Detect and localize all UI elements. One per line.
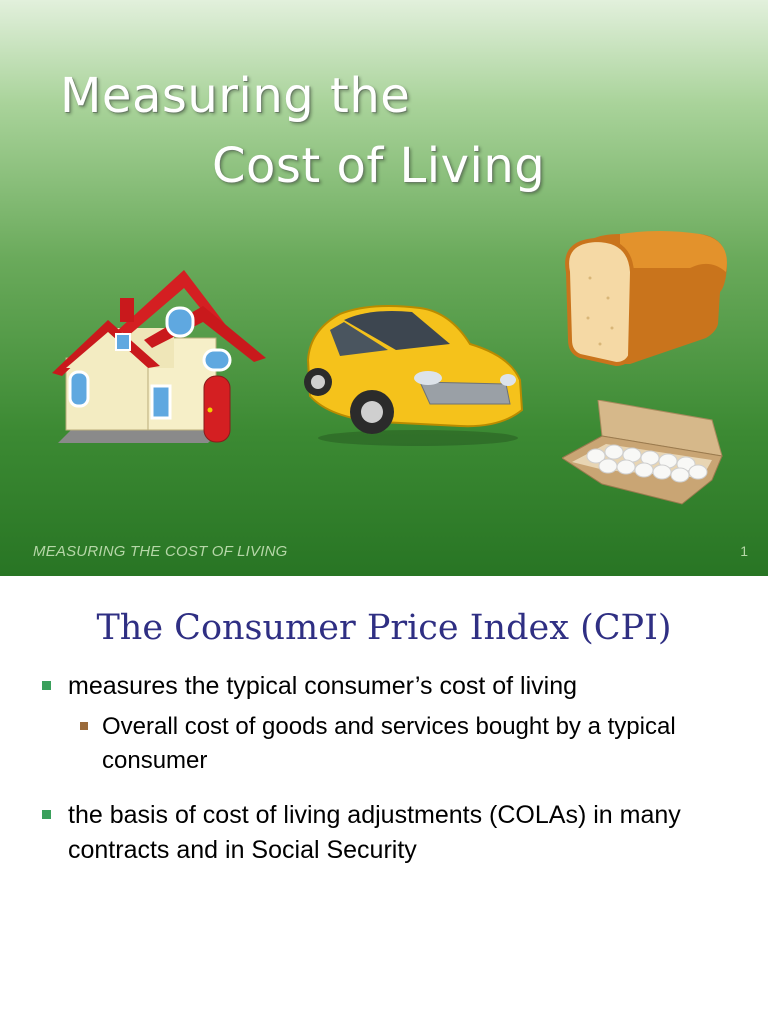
bullet-text: measures the typical consumer’s cost of … bbox=[68, 672, 578, 700]
bullet-marker bbox=[42, 810, 51, 819]
cpi-slide: The Consumer Price Index (CPI) measures … bbox=[0, 576, 768, 1024]
slide-footer: MEASURING THE COST OF LIVING bbox=[33, 543, 288, 560]
house-icon bbox=[52, 270, 266, 443]
sub-bullet-item: Overall cost of goods and services bough… bbox=[80, 710, 722, 778]
slide-title-line2: Cost of Living bbox=[212, 138, 546, 194]
slide-heading: The Consumer Price Index (CPI) bbox=[96, 608, 672, 648]
title-slide: Measuring the Cost of Living bbox=[0, 0, 768, 576]
sub-bullet-marker bbox=[80, 722, 88, 730]
page-number: 1 bbox=[740, 543, 748, 559]
sub-bullet-text: Overall cost of goods and services bough… bbox=[102, 713, 676, 774]
bullet-item: measures the typical consumer’s cost of … bbox=[42, 669, 728, 704]
egg-carton-icon bbox=[562, 400, 723, 505]
bread-icon bbox=[565, 231, 727, 367]
bullet-marker bbox=[42, 681, 51, 690]
bullet-item: the basis of cost of living adjustments … bbox=[42, 798, 728, 868]
slide-title-line1: Measuring the bbox=[60, 68, 411, 124]
car-icon bbox=[304, 305, 524, 446]
bullet-text: the basis of cost of living adjustments … bbox=[68, 801, 681, 864]
